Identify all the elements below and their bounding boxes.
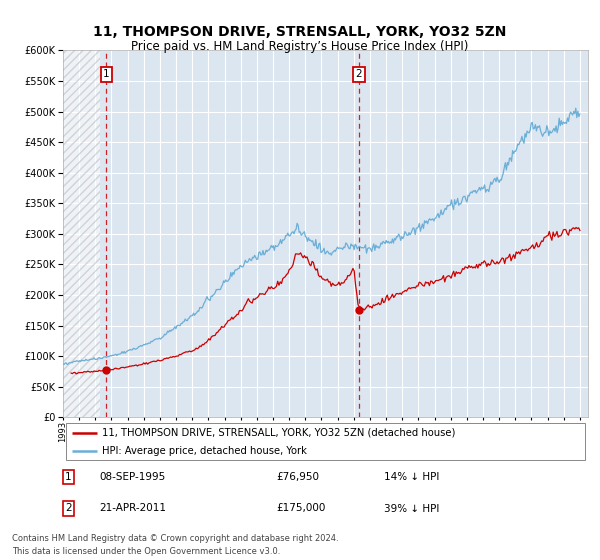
Bar [63,50,100,417]
Text: 2: 2 [355,69,362,80]
Text: Contains HM Land Registry data © Crown copyright and database right 2024.: Contains HM Land Registry data © Crown c… [12,534,338,543]
Text: 1: 1 [103,69,110,80]
Text: £175,000: £175,000 [276,503,325,514]
Text: 14% ↓ HPI: 14% ↓ HPI [384,472,439,482]
FancyBboxPatch shape [65,423,586,460]
Text: 1: 1 [65,472,71,482]
Text: This data is licensed under the Open Government Licence v3.0.: This data is licensed under the Open Gov… [12,547,280,556]
Text: 11, THOMPSON DRIVE, STRENSALL, YORK, YO32 5ZN: 11, THOMPSON DRIVE, STRENSALL, YORK, YO3… [94,25,506,39]
Text: HPI: Average price, detached house, York: HPI: Average price, detached house, York [103,446,307,456]
Text: 2: 2 [65,503,71,514]
Text: 11, THOMPSON DRIVE, STRENSALL, YORK, YO32 5ZN (detached house): 11, THOMPSON DRIVE, STRENSALL, YORK, YO3… [103,428,456,438]
Text: 39% ↓ HPI: 39% ↓ HPI [384,503,439,514]
Text: 08-SEP-1995: 08-SEP-1995 [99,472,165,482]
Text: 21-APR-2011: 21-APR-2011 [99,503,166,514]
Text: Price paid vs. HM Land Registry’s House Price Index (HPI): Price paid vs. HM Land Registry’s House … [131,40,469,53]
Text: £76,950: £76,950 [276,472,319,482]
